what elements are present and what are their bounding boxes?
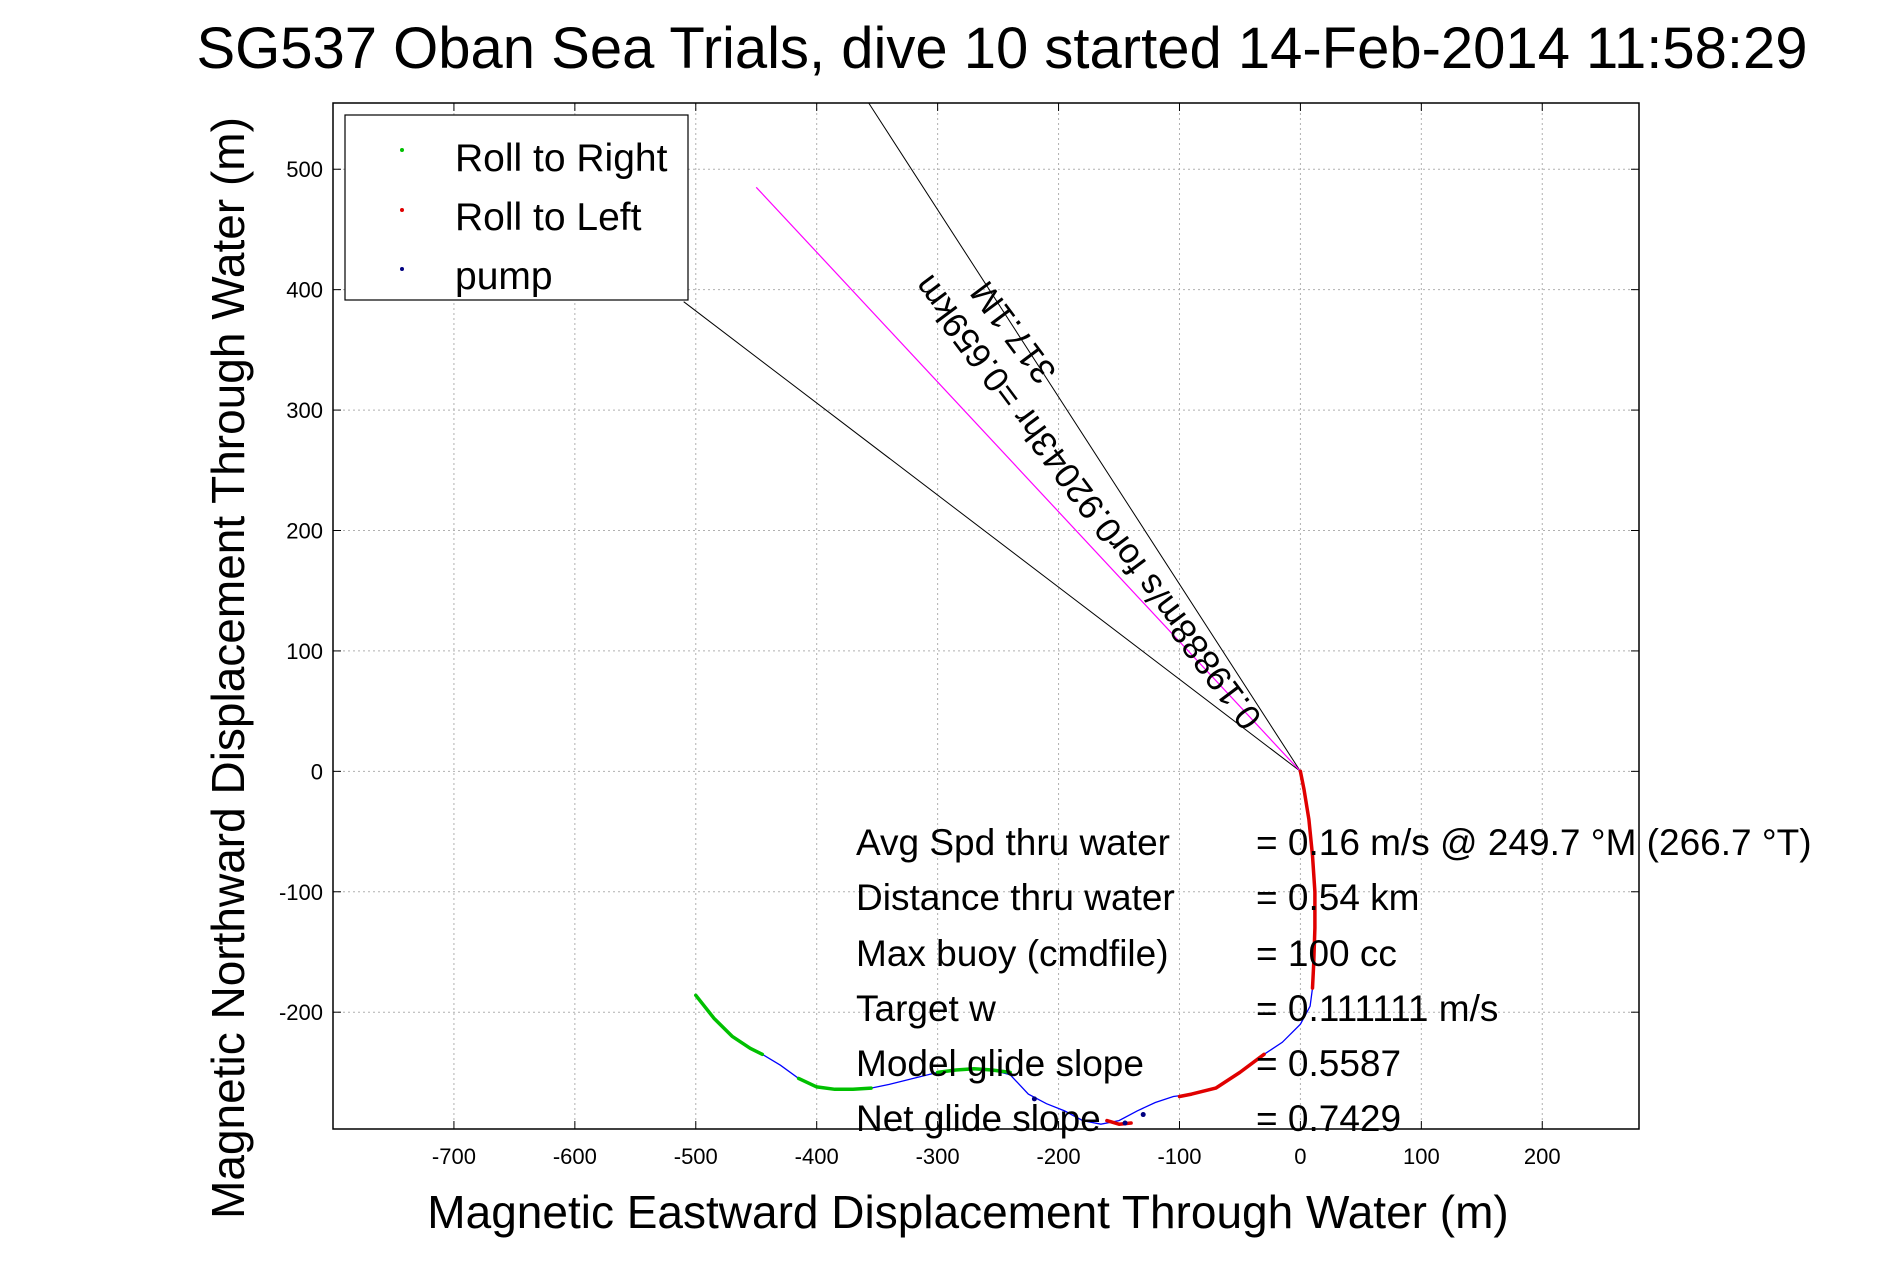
y-tick-label: 300 <box>286 398 323 423</box>
pump-point <box>1031 1096 1037 1102</box>
stat-value-net-glide: = 0.7429 <box>1256 1098 1401 1139</box>
legend: Roll to Right Roll to Left pump <box>344 114 689 301</box>
stats-block: Avg Spd thru water = 0.16 m/s @ 249.7 °M… <box>856 822 1812 1139</box>
x-tick-label: 200 <box>1524 1144 1561 1169</box>
track-series <box>694 769 1317 1126</box>
x-tick-label: -100 <box>1157 1144 1201 1169</box>
y-tick-label: 200 <box>286 519 323 544</box>
stat-label-target-w: Target w <box>856 988 996 1029</box>
stat-value-model-glide: = 0.5587 <box>1256 1043 1401 1084</box>
pump-point <box>1122 1120 1128 1126</box>
heading-line-group <box>755 186 1301 772</box>
y-tick-label: 400 <box>286 278 323 303</box>
plot-frame <box>332 102 1640 1130</box>
stat-label-model-glide: Model glide slope <box>856 1043 1144 1084</box>
stat-label-net-glide: Net glide slope <box>856 1098 1101 1139</box>
x-tick-label: -700 <box>432 1144 476 1169</box>
chart-title: SG537 Oban Sea Trials, dive 10 started 1… <box>196 16 1807 81</box>
heading-cone <box>683 102 1301 772</box>
x-tick-label: 0 <box>1294 1144 1306 1169</box>
stat-value-distance: = 0.54 km <box>1256 877 1420 918</box>
x-tick-label: -200 <box>1037 1144 1081 1169</box>
heading-annotation-line1: 0.19888m/s for0.92043hr =0.659km <box>906 268 1269 737</box>
heading-line <box>755 186 1301 772</box>
roll-to-left-segment <box>1177 1052 1266 1099</box>
heading-cone-line <box>683 301 1301 772</box>
x-tick-label: -500 <box>674 1144 718 1169</box>
roll-to-right-segment <box>694 993 765 1057</box>
y-tick-label: -200 <box>279 1000 323 1025</box>
legend-marker-roll-left <box>400 208 404 212</box>
stat-label-distance: Distance thru water <box>856 877 1175 918</box>
legend-marker-roll-right <box>400 148 404 152</box>
x-axis-label: Magnetic Eastward Displacement Through W… <box>427 1186 1508 1238</box>
tick-labels: -700 -600 -500 -400 -300 -200 -100 0 100 200 -200 -… <box>279 103 1639 1169</box>
x-tick-label: -400 <box>795 1144 839 1169</box>
x-tick-label: -600 <box>553 1144 597 1169</box>
heading-cone-line <box>868 102 1301 772</box>
y-tick-label: 100 <box>286 639 323 664</box>
y-tick-label: 500 <box>286 157 323 182</box>
y-axis-label: Magnetic Northward Displacement Through … <box>202 117 254 1219</box>
stat-value-max-buoy: = 100 cc <box>1256 933 1397 974</box>
legend-label-roll-left: Roll to Left <box>455 196 642 239</box>
roll-to-left-segment <box>1298 769 1317 990</box>
heading-annotation: 0.19888m/s for0.92043hr =0.659km 317.1M <box>906 268 1269 737</box>
stat-value-target-w: = 0.111111 m/s <box>1256 988 1498 1029</box>
stat-value-avg-speed: = 0.16 m/s @ 249.7 °M (266.7 °T) <box>1256 822 1812 863</box>
y-tick-label: -100 <box>279 880 323 905</box>
roll-to-right-segment <box>796 1076 873 1092</box>
stat-label-avg-speed: Avg Spd thru water <box>856 822 1170 863</box>
x-tick-label: 100 <box>1403 1144 1440 1169</box>
stat-label-max-buoy: Max buoy (cmdfile) <box>856 933 1169 974</box>
pump-point <box>1140 1112 1146 1118</box>
legend-label-roll-right: Roll to Right <box>455 137 668 180</box>
y-tick-label: 0 <box>311 759 323 784</box>
legend-label-pump: pump <box>455 255 553 298</box>
roll-to-right-segment <box>935 1067 1012 1075</box>
legend-marker-pump <box>400 267 404 271</box>
x-tick-label: -300 <box>916 1144 960 1169</box>
grid <box>333 103 1639 1129</box>
